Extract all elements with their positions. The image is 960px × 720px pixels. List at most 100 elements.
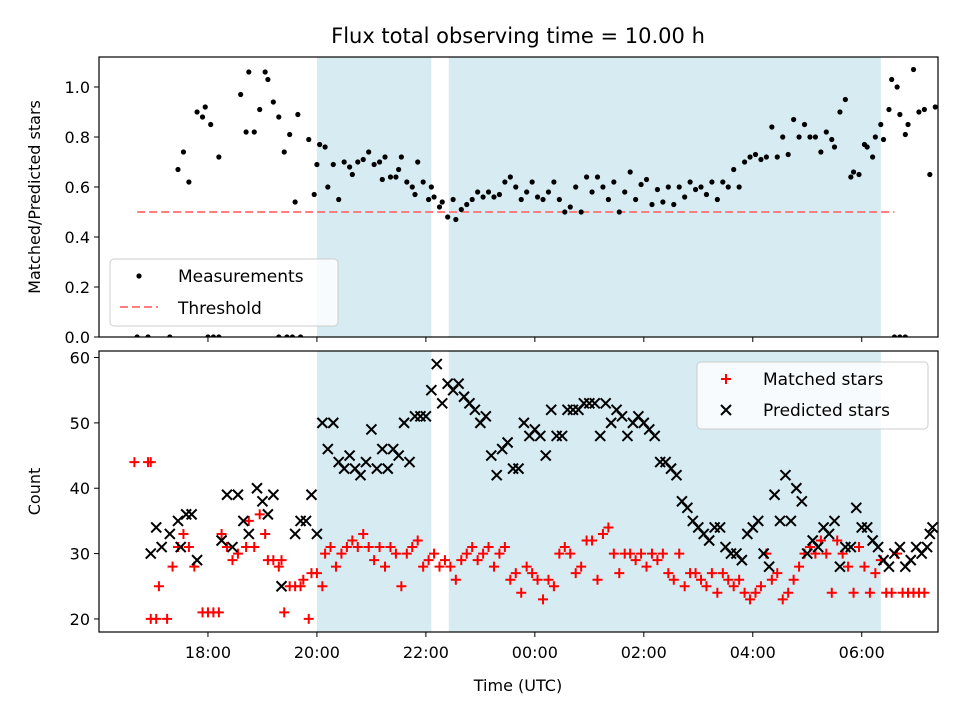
measurement-point: [864, 144, 870, 150]
measurement-point: [330, 161, 336, 168]
predicted-star-point: [921, 541, 933, 553]
plot-area: [134, 66, 938, 337]
predicted-star-point: [736, 554, 748, 566]
matched-star-point: [488, 561, 499, 572]
matched-star-point: [295, 581, 306, 592]
matched-star-point: [303, 613, 314, 624]
measurement-point: [902, 334, 908, 337]
measurement-point: [889, 76, 895, 83]
measurement-point: [167, 334, 173, 337]
measurement-point: [314, 161, 320, 168]
predicted-star-point: [164, 528, 176, 540]
predicted-star-point: [594, 430, 606, 442]
matched-star-point: [347, 535, 358, 546]
predicted-star-point: [796, 495, 808, 508]
measurement-point: [382, 154, 388, 160]
predicted-star-point: [289, 528, 301, 540]
matched-star-point: [369, 555, 380, 566]
measurement-point: [627, 169, 633, 175]
predicted-star-point: [365, 423, 378, 436]
matched-star-point: [129, 457, 140, 468]
predicted-star-point: [828, 515, 841, 527]
measurement-point: [134, 334, 140, 337]
predicted-star-point: [763, 560, 775, 573]
matched-star-point: [646, 548, 657, 559]
measurement-point: [703, 191, 710, 198]
predicted-star-point: [305, 489, 318, 501]
predicted-star-point: [670, 469, 683, 481]
measurement-point: [529, 179, 535, 185]
matched-star-point: [788, 574, 799, 585]
matched-star-point: [213, 607, 224, 618]
measurement-point: [682, 194, 688, 200]
predicted-star-point: [469, 404, 481, 416]
measurement-point: [216, 154, 222, 160]
measurement-point: [774, 154, 780, 160]
measurement-point: [594, 174, 601, 180]
measurement-point: [534, 194, 541, 200]
matched-star-point: [821, 548, 832, 559]
legend-measurements-marker: [136, 273, 142, 279]
matched-star-point: [864, 587, 875, 598]
measurement-point: [616, 209, 622, 215]
predicted-star-point: [845, 541, 857, 553]
measurement-point: [284, 334, 290, 337]
matched-star-point: [854, 542, 865, 553]
predicted-star-point: [757, 547, 770, 560]
measurement-point: [638, 181, 644, 188]
measurement-point: [450, 196, 456, 203]
matched-star-point: [843, 561, 854, 572]
measurement-point: [927, 171, 933, 178]
matched-star-point: [311, 568, 322, 579]
measurement-point: [562, 209, 568, 215]
matched-star-point: [794, 561, 805, 572]
x-tick-label: 18:00: [185, 643, 231, 662]
measurement-point: [829, 136, 835, 143]
matched-star-point: [870, 568, 881, 579]
matched-star-point: [178, 528, 189, 539]
predicted-star-point: [621, 430, 634, 442]
measurement-point: [714, 196, 720, 203]
legend-predicted-label: Predicted stars: [763, 401, 890, 421]
predicted-star-point: [172, 515, 184, 527]
y-tick-label: 60: [70, 349, 90, 368]
matched-star-point: [151, 613, 162, 624]
y-axis-label: Count: [25, 468, 44, 516]
matched-star-point: [826, 587, 837, 598]
y-tick-label: 1.0: [65, 78, 90, 97]
measurement-point: [281, 149, 287, 155]
measurement-point: [524, 189, 530, 195]
measurement-point: [720, 179, 726, 185]
measurement-point: [287, 131, 293, 138]
legend-box: [696, 361, 929, 430]
matched-star-point: [276, 555, 287, 566]
measurement-point: [848, 174, 854, 180]
x-tick-label: 00:00: [512, 643, 558, 662]
measurement-point: [611, 179, 617, 185]
predicted-star-point: [371, 462, 383, 475]
measurement-point: [823, 129, 829, 135]
measurement-point: [262, 69, 268, 75]
measurement-point: [175, 166, 181, 173]
y-tick-label: 20: [70, 610, 90, 629]
measurement-point: [366, 149, 372, 155]
measurement-point: [199, 114, 206, 120]
measurement-point: [325, 184, 331, 190]
measurement-point: [905, 121, 911, 128]
matched-star-point: [227, 555, 238, 566]
measurement-point: [687, 179, 693, 185]
y-tick-label: 50: [70, 414, 90, 433]
matched-star-point: [153, 581, 164, 592]
matched-star-point: [554, 548, 565, 559]
predicted-star-point: [316, 417, 329, 429]
matched-star-point: [652, 555, 663, 566]
matched-star-point: [668, 574, 679, 585]
matched-star-point: [243, 515, 254, 526]
matched-star-point: [445, 561, 456, 572]
measurement-point: [238, 91, 244, 98]
matched-star-point: [478, 548, 489, 559]
matched-star-point: [467, 542, 478, 553]
measurement-point: [763, 154, 769, 160]
predicted-star-point: [768, 489, 781, 501]
matched-star-point: [597, 528, 608, 539]
